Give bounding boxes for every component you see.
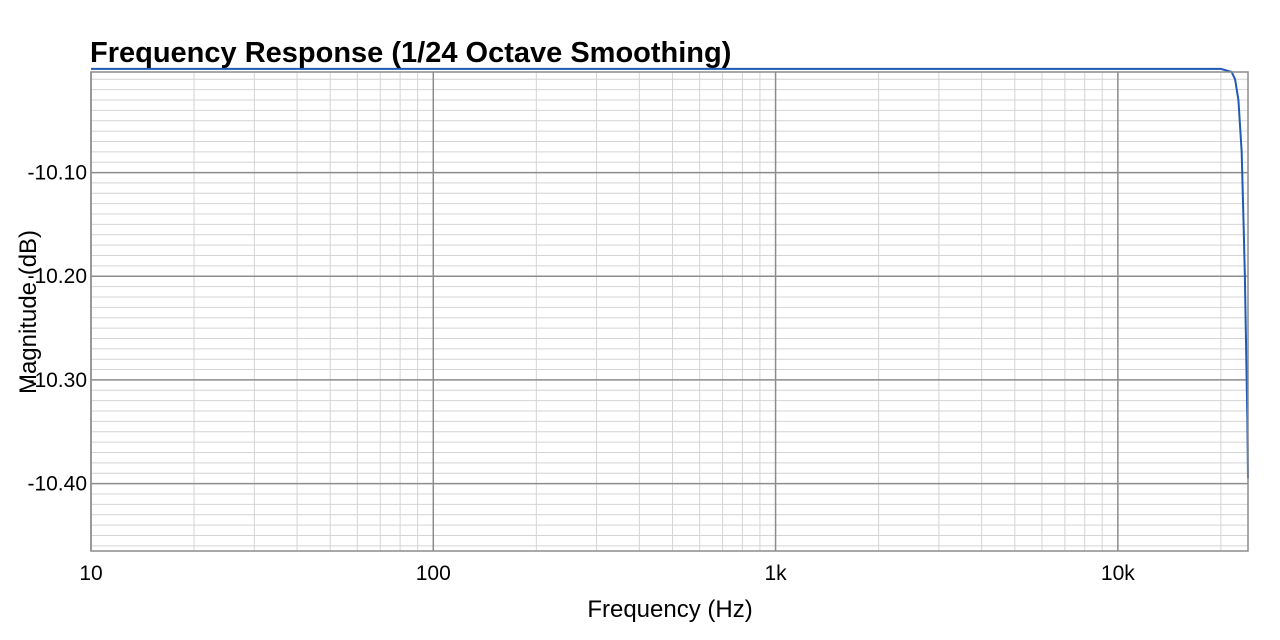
y-tick-label: -10.10 bbox=[27, 162, 87, 185]
y-tick-label: -10.20 bbox=[27, 265, 87, 288]
grid bbox=[90, 72, 1248, 551]
x-tick-labels: 10 100 1k 10k bbox=[79, 562, 1135, 585]
y-tick-label: -10.30 bbox=[27, 369, 87, 392]
y-axis-label: Magnitude (dB) bbox=[15, 230, 42, 394]
x-tick-label: 10k bbox=[1101, 562, 1135, 585]
x-tick-label: 10 bbox=[79, 562, 102, 585]
chart-title: Frequency Response (1/24 Octave Smoothin… bbox=[90, 37, 731, 69]
x-tick-label: 1k bbox=[764, 562, 787, 585]
x-tick-label: 100 bbox=[416, 562, 451, 585]
y-tick-label: -10.40 bbox=[27, 473, 87, 496]
x-axis-label: Frequency (Hz) bbox=[587, 596, 752, 623]
y-tick-labels: -10.10 -10.20 -10.30 -10.40 bbox=[27, 162, 87, 496]
plot-frame bbox=[90, 71, 1249, 552]
series-group bbox=[91, 67, 1249, 479]
series-line bbox=[91, 67, 1249, 479]
